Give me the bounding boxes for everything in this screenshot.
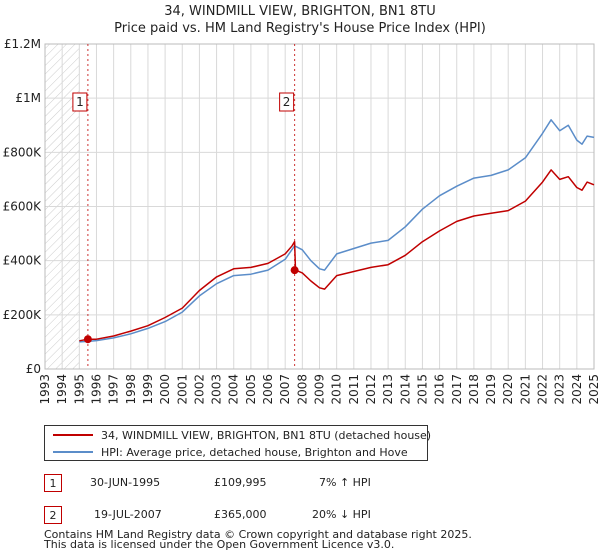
sale-marker-badge: 1 — [44, 474, 62, 492]
x-tick-label: 2014 — [398, 374, 412, 405]
sale-row: 2 19-JUL-2007 £365,000 20% ↓ HPI — [44, 506, 444, 524]
y-tick-label: £200K — [3, 308, 43, 322]
y-tick-label: £800K — [3, 145, 43, 159]
chart-legend: 34, WINDMILL VIEW, BRIGHTON, BN1 8TU (de… — [44, 425, 431, 461]
legend-item-hpi: HPI: Average price, detached house, Brig… — [53, 444, 408, 460]
x-tick-label: 1999 — [141, 374, 155, 405]
x-tick-label: 2019 — [484, 374, 498, 405]
y-tick-label: £0 — [26, 362, 41, 376]
x-tick-label: 1993 — [38, 374, 52, 405]
x-tick-label: 2013 — [381, 374, 395, 405]
sale-row: 1 30-JUN-1995 £109,995 7% ↑ HPI — [44, 474, 444, 492]
x-tick-label: 2024 — [570, 374, 584, 405]
x-tick-label: 2005 — [244, 374, 258, 405]
x-tick-label: 2010 — [330, 374, 344, 405]
x-tick-label: 1996 — [89, 374, 103, 405]
x-tick-label: 1997 — [107, 374, 121, 405]
y-tick-label: £1.2M — [4, 37, 41, 51]
sale-date: 19-JUL-2007 — [94, 508, 162, 521]
x-tick-label: 2000 — [158, 374, 172, 405]
x-tick-label: 2025 — [587, 374, 600, 405]
sale-price: £109,995 — [214, 476, 267, 489]
sale-point — [290, 266, 299, 275]
x-tick-label: 2020 — [501, 374, 515, 405]
x-tick-label: 2003 — [210, 374, 224, 405]
chart-grid — [44, 43, 595, 370]
x-tick-label: 2018 — [467, 374, 481, 405]
x-tick-label: 2012 — [364, 374, 378, 405]
x-tick-label: 2015 — [415, 374, 429, 405]
x-tick-label: 2021 — [518, 374, 532, 405]
x-tick-label: 2004 — [227, 374, 241, 405]
x-tick-label: 1994 — [55, 374, 69, 405]
sale-price: £365,000 — [214, 508, 267, 521]
x-tick-label: 2022 — [536, 374, 550, 405]
chart-title-line2: Price paid vs. HM Land Registry's House … — [114, 21, 486, 36]
sale-label-number: 2 — [283, 95, 291, 109]
chart-title-line1: 34, WINDMILL VIEW, BRIGHTON, BN1 8TU — [164, 4, 436, 19]
sale-point — [83, 335, 92, 344]
x-tick-label: 2009 — [313, 374, 327, 405]
x-tick-label: 2017 — [450, 374, 464, 405]
legend-label-hpi: HPI: Average price, detached house, Brig… — [101, 445, 408, 459]
sale-date: 30-JUN-1995 — [90, 476, 161, 489]
y-tick-label: £1M — [15, 91, 41, 105]
y-tick-label: £400K — [3, 254, 43, 268]
sale-label-box — [72, 92, 88, 112]
x-tick-label: 2006 — [261, 374, 275, 405]
plot-border — [44, 43, 595, 370]
footer-line-1: Contains HM Land Registry data © Crown c… — [44, 528, 472, 541]
sale-label-number: 1 — [76, 95, 84, 109]
legend-label-price-paid: 34, WINDMILL VIEW, BRIGHTON, BN1 8TU (de… — [101, 428, 432, 442]
x-tick-label: 1998 — [124, 374, 138, 405]
chart-series — [79, 119, 595, 343]
x-tick-label: 1995 — [72, 374, 86, 405]
sale-marker-badge: 2 — [44, 506, 62, 524]
legend-swatch-hpi — [53, 451, 93, 453]
x-tick-label: 2023 — [553, 374, 567, 405]
sale-hpi-change: 20% ↓ HPI — [312, 508, 371, 521]
series-line-hpi — [79, 119, 595, 343]
x-tick-label: 2002 — [192, 374, 206, 405]
x-tick-label: 2001 — [175, 374, 189, 405]
series-line-price-paid — [79, 169, 595, 342]
sale-vertical-lines — [87, 44, 296, 369]
sale-label-box — [279, 92, 295, 112]
x-tick-label: 2016 — [433, 374, 447, 405]
y-tick-label: £600K — [3, 200, 43, 214]
sale-hpi-change: 7% ↑ HPI — [319, 476, 371, 489]
legend-item-price-paid: 34, WINDMILL VIEW, BRIGHTON, BN1 8TU (de… — [53, 427, 431, 443]
x-tick-label: 2008 — [295, 374, 309, 405]
footer-line-2: This data is licensed under the Open Gov… — [44, 538, 395, 551]
x-tick-label: 2011 — [347, 374, 361, 405]
legend-swatch-price-paid — [53, 434, 93, 436]
footer-attribution: Contains HM Land Registry data © Crown c… — [44, 528, 472, 551]
price-chart: 34, WINDMILL VIEW, BRIGHTON, BN1 8TU Pri… — [3, 4, 600, 405]
x-tick-label: 2007 — [278, 374, 292, 405]
